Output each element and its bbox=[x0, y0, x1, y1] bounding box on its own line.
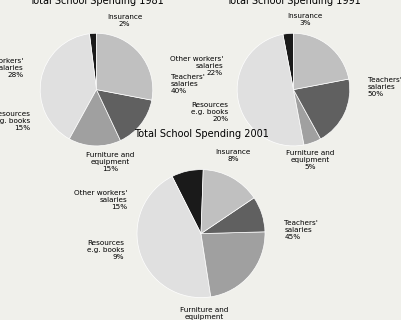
Text: Teachers'
salaries
50%: Teachers' salaries 50% bbox=[367, 77, 401, 97]
Text: Insurance
8%: Insurance 8% bbox=[215, 149, 250, 162]
Text: Resources
e.g. books
15%: Resources e.g. books 15% bbox=[0, 111, 30, 131]
Wedge shape bbox=[282, 33, 293, 90]
Wedge shape bbox=[172, 170, 203, 234]
Text: Other workers'
salaries
15%: Other workers' salaries 15% bbox=[74, 190, 127, 210]
Wedge shape bbox=[293, 33, 348, 90]
Wedge shape bbox=[237, 34, 303, 146]
Wedge shape bbox=[200, 198, 264, 234]
Wedge shape bbox=[293, 90, 320, 145]
Wedge shape bbox=[293, 79, 349, 139]
Title: Total School Spending 1981: Total School Spending 1981 bbox=[29, 0, 164, 6]
Wedge shape bbox=[96, 90, 152, 140]
Text: Furniture and
equipment
23%: Furniture and equipment 23% bbox=[180, 307, 228, 320]
Title: Total School Spending 2001: Total School Spending 2001 bbox=[133, 129, 268, 139]
Text: Teachers'
salaries
45%: Teachers' salaries 45% bbox=[284, 220, 317, 240]
Text: Other workers'
salaries
28%: Other workers' salaries 28% bbox=[0, 58, 23, 78]
Wedge shape bbox=[137, 176, 210, 298]
Text: Furniture and
equipment
15%: Furniture and equipment 15% bbox=[86, 152, 134, 172]
Wedge shape bbox=[96, 33, 152, 100]
Text: Teachers'
salaries
40%: Teachers' salaries 40% bbox=[170, 74, 204, 94]
Wedge shape bbox=[69, 90, 120, 146]
Text: Other workers'
salaries
22%: Other workers' salaries 22% bbox=[169, 56, 223, 76]
Wedge shape bbox=[200, 232, 264, 297]
Title: Total School Spending 1991: Total School Spending 1991 bbox=[225, 0, 360, 6]
Text: Insurance
2%: Insurance 2% bbox=[107, 14, 142, 28]
Wedge shape bbox=[89, 33, 96, 90]
Text: Resources
e.g. books
9%: Resources e.g. books 9% bbox=[87, 240, 124, 260]
Wedge shape bbox=[40, 34, 96, 139]
Text: Resources
e.g. books
20%: Resources e.g. books 20% bbox=[191, 102, 228, 122]
Text: Furniture and
equipment
5%: Furniture and equipment 5% bbox=[286, 150, 334, 170]
Text: Insurance
3%: Insurance 3% bbox=[286, 13, 322, 26]
Wedge shape bbox=[200, 170, 253, 234]
